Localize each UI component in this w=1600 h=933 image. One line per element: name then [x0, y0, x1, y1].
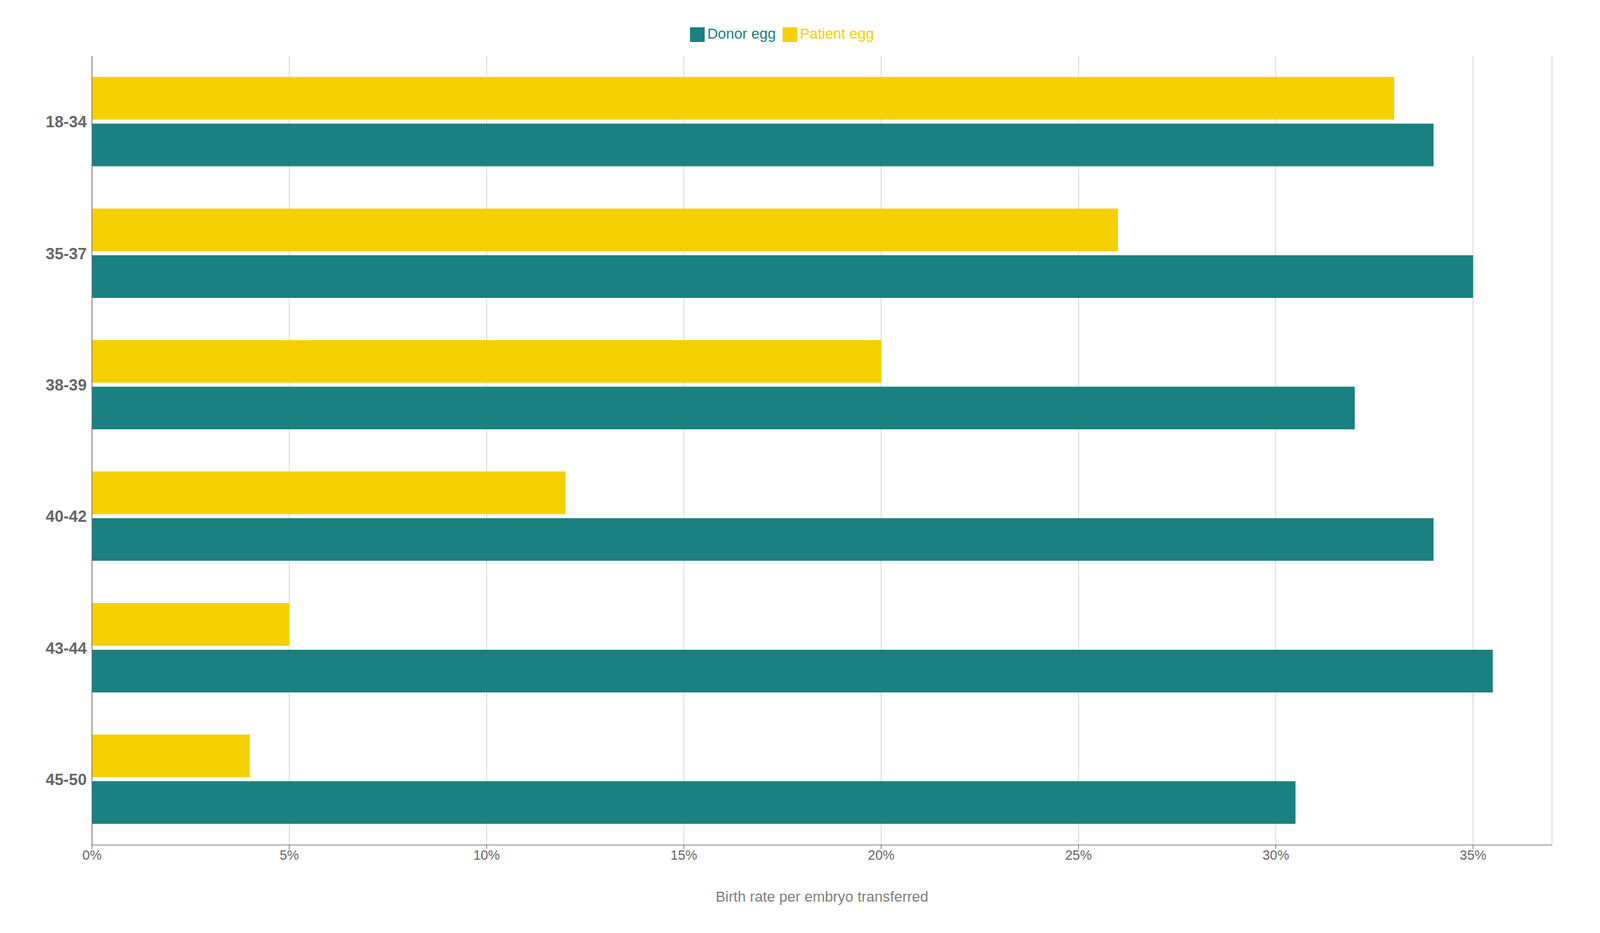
- html-text:Patient egg: Patient egg: [799, 25, 874, 42]
- svg-text:18-34: 18-34: [46, 112, 88, 131]
- svg-text:5%: 5%: [279, 848, 299, 863]
- html-text:Donor egg: Donor egg: [707, 25, 776, 42]
- svg-text:25%: 25%: [1065, 848, 1092, 863]
- svg-text:30%: 30%: [1262, 848, 1290, 863]
- svg-text:43-44: 43-44: [46, 639, 88, 658]
- svg-text:45-50: 45-50: [46, 770, 87, 789]
- svg-text:40-42: 40-42: [46, 507, 87, 526]
- svg-text:0%: 0%: [82, 848, 102, 863]
- svg-text:15%: 15%: [670, 848, 698, 863]
- svg-text:20%: 20%: [868, 848, 895, 863]
- svg-text:35%: 35%: [1460, 848, 1487, 863]
- svg-text:Birth rate per embryo transfer: Birth rate per embryo transferred: [715, 888, 928, 906]
- svg-text:35-37: 35-37: [46, 244, 87, 263]
- svg-text:38-39: 38-39: [46, 376, 87, 394]
- svg-text:10%: 10%: [473, 848, 500, 863]
